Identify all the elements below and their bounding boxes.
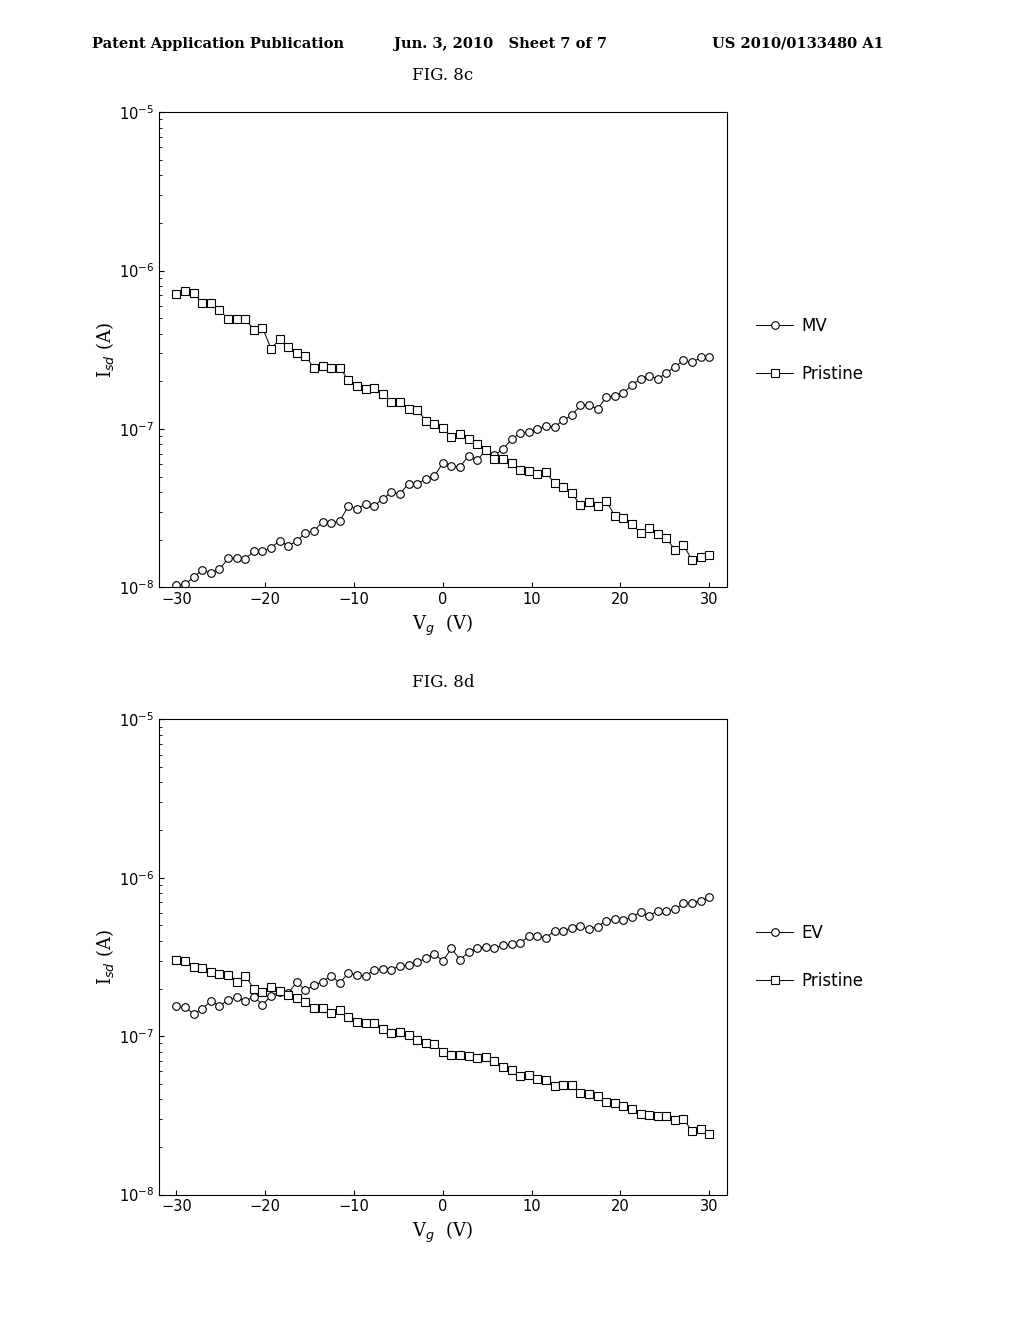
EV: [445, 941, 458, 957]
MV: [694, 350, 707, 366]
Pristine: [549, 475, 561, 491]
Pristine: [694, 1121, 707, 1137]
Line: MV: MV: [173, 354, 713, 589]
Pristine: [686, 553, 698, 569]
EV: [342, 965, 354, 981]
MV: [703, 350, 716, 366]
Pristine: [436, 1044, 449, 1060]
Text: FIG. 8c: FIG. 8c: [413, 67, 473, 83]
Legend: EV, Pristine: EV, Pristine: [750, 917, 870, 997]
Text: Jun. 3, 2010   Sheet 7 of 7: Jun. 3, 2010 Sheet 7 of 7: [394, 37, 607, 51]
Pristine: [170, 286, 182, 302]
Pristine: [694, 549, 707, 565]
Pristine: [342, 372, 354, 388]
Text: FIG. 8d: FIG. 8d: [412, 675, 474, 690]
MV: [334, 513, 346, 529]
Pristine: [703, 546, 716, 562]
Pristine: [703, 1126, 716, 1142]
Pristine: [316, 999, 329, 1015]
MV: [436, 455, 449, 471]
Line: EV: EV: [173, 894, 713, 1018]
EV: [187, 1006, 200, 1022]
EV: [703, 890, 716, 906]
Legend: MV, Pristine: MV, Pristine: [750, 310, 870, 389]
Y-axis label: I$_{sd}$ (A): I$_{sd}$ (A): [94, 322, 116, 378]
EV: [694, 892, 707, 908]
EV: [428, 946, 440, 962]
Pristine: [540, 1072, 552, 1088]
EV: [325, 968, 337, 983]
Pristine: [445, 429, 458, 445]
Pristine: [334, 1003, 346, 1019]
EV: [549, 923, 561, 939]
Pristine: [420, 1035, 432, 1051]
Y-axis label: I$_{sd}$ (A): I$_{sd}$ (A): [94, 929, 116, 985]
Pristine: [325, 360, 337, 376]
MV: [316, 513, 329, 529]
Pristine: [170, 952, 182, 968]
X-axis label: V$_{g}$  (V): V$_{g}$ (V): [413, 612, 473, 638]
Line: Pristine: Pristine: [173, 956, 713, 1138]
Text: Patent Application Publication: Patent Application Publication: [92, 37, 344, 51]
Line: Pristine: Pristine: [173, 286, 713, 564]
Pristine: [428, 416, 440, 432]
X-axis label: V$_{g}$  (V): V$_{g}$ (V): [413, 1220, 473, 1245]
Pristine: [179, 282, 191, 298]
MV: [540, 418, 552, 434]
EV: [170, 998, 182, 1014]
MV: [170, 578, 182, 594]
Text: US 2010/0133480 A1: US 2010/0133480 A1: [712, 37, 884, 51]
MV: [420, 471, 432, 487]
